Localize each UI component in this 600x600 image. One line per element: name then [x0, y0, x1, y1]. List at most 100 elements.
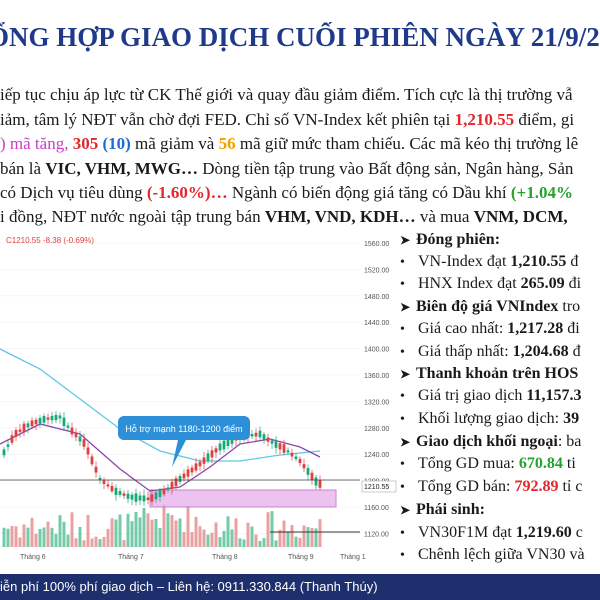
candle — [82, 439, 86, 447]
volume-bar — [190, 532, 194, 547]
ma-blue-line — [0, 348, 321, 462]
volume-bar — [270, 511, 274, 547]
low-row: • Giá thấp nhất: 1,204.68 đ — [400, 341, 581, 364]
volume-bar — [298, 537, 302, 547]
candle — [186, 469, 190, 477]
bullet-icon: • — [400, 389, 405, 404]
hnx-row: • HNX Index đạt 265.09 đi — [400, 273, 581, 296]
volume-bar — [202, 529, 206, 547]
summary-line-3: ) mã tăng, 305 (10) mã giảm và 56 mã giữ… — [0, 134, 579, 153]
y-tick-label: 1320.00 — [364, 399, 389, 406]
candle — [230, 438, 234, 444]
arrow-icon: ➤ — [400, 435, 411, 449]
trade-volume-row: • Khối lượng giao dịch: 39 — [400, 408, 579, 431]
volume-bar — [186, 505, 190, 547]
candle — [182, 473, 186, 479]
volume-bar — [58, 515, 62, 547]
volume-bar — [118, 514, 122, 547]
volume-bar — [158, 527, 162, 547]
foreign-header: ➤ Giao dịch khối ngoại: ba — [400, 431, 581, 453]
volume-bar — [22, 524, 26, 547]
candle — [102, 480, 106, 485]
candle — [54, 414, 58, 421]
candle — [290, 452, 294, 457]
range-header: ➤ Biên độ giá VNIndex tro — [400, 296, 580, 318]
candle — [146, 497, 150, 501]
candle — [278, 443, 282, 450]
candle — [258, 430, 262, 438]
volume-bar — [142, 508, 146, 547]
vnindex-chart: Hỗ trợ mạnh 1180-1200 điểm C1210.55 -8.3… — [0, 229, 400, 574]
volume-bar — [170, 515, 174, 547]
candle — [90, 456, 94, 465]
derivatives-header: ➤ Phái sinh: — [400, 499, 485, 521]
volume-bar — [90, 538, 94, 547]
candle — [282, 444, 286, 453]
volume-bar — [266, 512, 270, 547]
chart-svg: Hỗ trợ mạnh 1180-1200 điểm C1210.55 -8.3… — [0, 229, 400, 574]
volume-bar — [234, 518, 238, 547]
y-tick-label: 1160.00 — [364, 505, 389, 512]
candle — [178, 476, 182, 482]
last-price-label: 1210.55 — [364, 484, 389, 491]
candle — [46, 417, 50, 420]
candle — [274, 440, 278, 448]
volume-bar — [86, 514, 90, 547]
volume-bar — [294, 536, 298, 547]
candle — [38, 418, 42, 424]
volume-bar — [74, 538, 78, 547]
y-tick-label: 1400.00 — [364, 347, 389, 354]
candle — [18, 429, 22, 432]
volume-bar — [26, 527, 30, 547]
candle — [286, 450, 290, 453]
summary-line-1: iếp tục chịu áp lực từ CK Thế giới và qu… — [0, 85, 573, 104]
candle — [218, 443, 222, 451]
volume-bar — [106, 528, 110, 547]
arrow-icon: ➤ — [400, 367, 411, 381]
arrow-icon: ➤ — [400, 503, 411, 517]
candle — [262, 434, 266, 440]
volume-bar — [310, 528, 314, 547]
candle — [134, 493, 138, 502]
volume-bar — [206, 534, 210, 547]
candle — [198, 461, 202, 467]
volume-bar — [94, 536, 98, 547]
buy-row: • Tổng GD mua: 670.84 ti — [400, 453, 576, 476]
candle — [138, 495, 142, 501]
volume-bar — [54, 533, 58, 547]
volume-bar — [82, 540, 86, 547]
trade-value-row: • Giá trị giao dịch 11,157.3 — [400, 385, 582, 408]
candle — [94, 466, 98, 473]
candle — [62, 417, 66, 427]
support-callout: Hỗ trợ mạnh 1180-1200 điểm — [118, 416, 250, 467]
bullet-icon: • — [400, 480, 405, 495]
candle — [142, 495, 146, 502]
candle — [74, 432, 78, 438]
candle — [210, 450, 214, 458]
summary-line-4: bán là VIC, VHM, MWG… Dòng tiền tập trun… — [0, 159, 574, 178]
bullet-icon: • — [400, 255, 405, 270]
volume-bar — [138, 517, 142, 547]
candle — [170, 481, 174, 489]
candle — [106, 484, 110, 487]
candle — [314, 477, 318, 486]
volume-bar — [318, 519, 322, 547]
volume-bar — [122, 540, 126, 547]
y-tick-label: 1440.00 — [364, 320, 389, 327]
volume-bar — [50, 527, 54, 547]
support-callout-label: Hỗ trợ mạnh 1180-1200 điểm — [125, 424, 242, 434]
x-tick-label: Tháng 7 — [118, 554, 144, 561]
bullet-icon: • — [400, 526, 405, 541]
candle — [266, 437, 270, 442]
candle — [118, 491, 122, 495]
y-tick-label: 1240.00 — [364, 452, 389, 459]
liquidity-header: ➤ Thanh khoản trên HOS — [400, 363, 578, 385]
volume-bar — [110, 518, 114, 547]
volume-bar — [286, 531, 290, 547]
volume-bar — [46, 521, 50, 547]
vnindex-row: • VN-Index đạt 1,210.55 đ — [400, 251, 578, 274]
candle — [122, 493, 126, 496]
candle — [42, 416, 46, 423]
candle — [226, 440, 230, 446]
volume-bar — [42, 527, 46, 547]
